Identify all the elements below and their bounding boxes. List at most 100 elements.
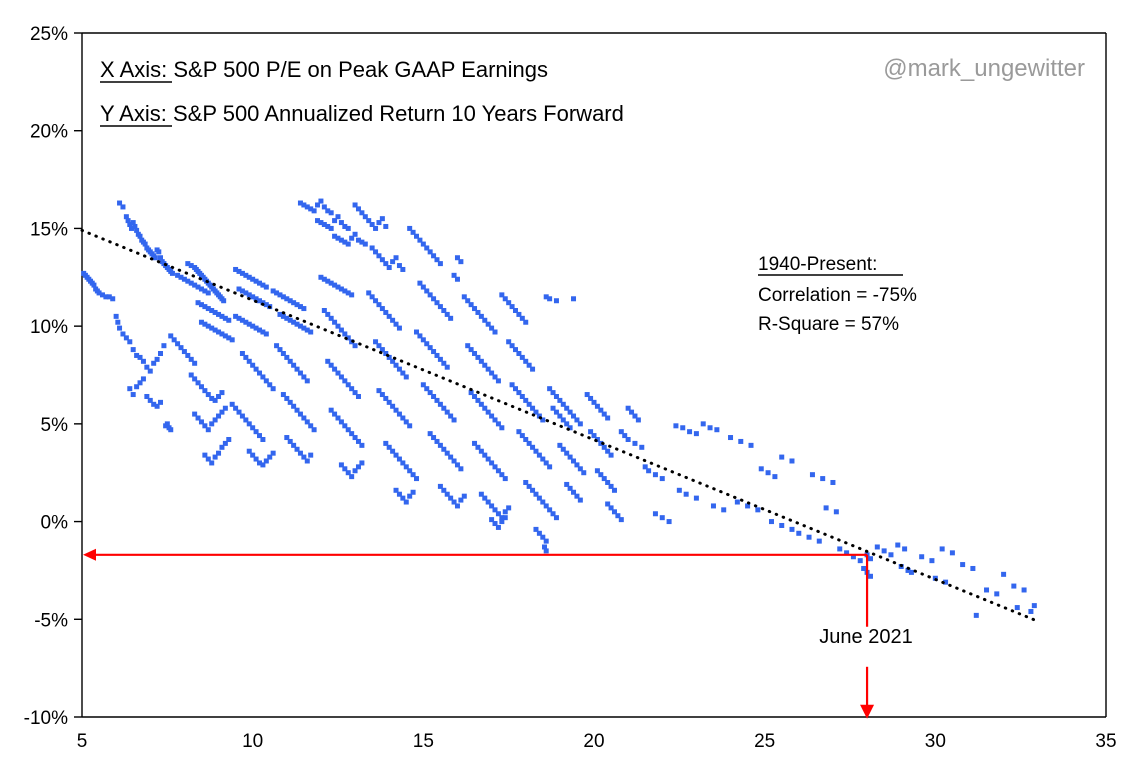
scatter-point — [567, 409, 573, 415]
scatter-point — [219, 331, 225, 337]
scatter-point — [908, 569, 914, 575]
scatter-point — [383, 261, 389, 267]
scatter-point — [427, 431, 433, 437]
scatter-point — [379, 257, 385, 263]
scatter-point — [386, 313, 392, 319]
scatter-point — [304, 204, 310, 210]
scatter-point — [294, 407, 300, 413]
scatter-point — [308, 206, 314, 212]
scatter-point — [345, 290, 351, 296]
scatter-point — [256, 460, 262, 466]
scatter-point — [431, 393, 437, 399]
scatter-point — [297, 450, 303, 456]
stats-annotation: 1940-Present: Correlation = -75% R-Squar… — [758, 254, 917, 335]
scatter-point — [226, 335, 232, 341]
scatter-point — [407, 225, 413, 231]
scatter-point — [202, 304, 208, 310]
scatter-point — [345, 241, 351, 247]
scatter-point — [280, 392, 286, 398]
scatter-point — [342, 423, 348, 429]
scatter-point — [547, 507, 553, 513]
scatter-point — [352, 468, 358, 474]
scatter-point — [127, 339, 133, 345]
scatter-point — [745, 503, 751, 509]
scatter-point — [376, 220, 382, 226]
scatter-point — [400, 370, 406, 376]
scatter-point — [134, 384, 140, 390]
scatter-point — [444, 311, 450, 317]
scatter-point — [308, 423, 314, 429]
scatter-point — [342, 466, 348, 472]
scatter-point — [328, 315, 334, 321]
scatter-point — [301, 306, 307, 312]
scatter-point — [451, 417, 457, 423]
scatter-point — [325, 311, 331, 317]
scatter-point — [400, 495, 406, 501]
scatter-point — [499, 515, 505, 521]
scatter-point — [373, 339, 379, 345]
scatter-point — [338, 327, 344, 333]
scatter-point — [437, 483, 443, 489]
scatter-point — [236, 315, 242, 321]
scatter-point — [598, 407, 604, 413]
scatter-point — [198, 384, 204, 390]
scatter-point — [342, 239, 348, 245]
x-axis-tick-labels: 5 10 15 20 25 30 35 — [77, 731, 1117, 752]
scatter-point — [304, 458, 310, 464]
scatter-point — [673, 423, 679, 429]
scatter-point — [437, 401, 443, 407]
scatter-point — [919, 554, 925, 560]
scatter-point — [516, 351, 522, 357]
scatter-point — [325, 278, 331, 284]
scatter-point — [414, 233, 420, 239]
scatter-point — [195, 300, 201, 306]
scatter-point — [502, 476, 508, 482]
scatter-point — [543, 538, 549, 544]
scatter-point — [567, 454, 573, 460]
scatter-point — [390, 448, 396, 454]
scatter-point — [321, 276, 327, 282]
scatter-point — [492, 521, 498, 527]
scatter-point — [444, 450, 450, 456]
scatter-point — [120, 204, 126, 210]
scatter-point — [396, 411, 402, 417]
scatter-point — [960, 562, 966, 568]
scatter-point — [557, 413, 563, 419]
scatter-point — [540, 499, 546, 505]
scatter-point — [120, 331, 126, 337]
scatter-point — [263, 331, 269, 337]
scatter-point — [325, 223, 331, 229]
scatter-point — [373, 249, 379, 255]
scatter-point — [680, 425, 686, 431]
scatter-point — [287, 438, 293, 444]
scatter-point — [359, 239, 365, 245]
scatter-point — [342, 288, 348, 294]
scatter-point — [475, 354, 481, 360]
scatter-point — [284, 296, 290, 302]
scatter-point — [253, 278, 259, 284]
scatter-point — [156, 249, 162, 255]
scatter-point — [984, 587, 990, 593]
scatter-point — [495, 421, 501, 427]
scatter-point — [512, 308, 518, 314]
scatter-point — [373, 225, 379, 231]
y-tick-label: 15% — [30, 219, 68, 240]
scatter-point — [349, 292, 355, 298]
scatter-point — [789, 458, 795, 464]
scatter-point — [236, 409, 242, 415]
scatter-point — [163, 423, 169, 429]
scatter-point — [581, 470, 587, 476]
scatter-point — [219, 313, 225, 319]
scatter-point — [809, 472, 815, 478]
scatter-point — [147, 397, 153, 403]
scatter-point — [605, 479, 611, 485]
scatter-point — [130, 220, 136, 226]
scatter-point — [547, 386, 553, 392]
scatter-point — [523, 319, 529, 325]
scatter-point — [256, 433, 262, 439]
scatter-point — [291, 362, 297, 368]
scatter-point — [659, 476, 665, 482]
scatter-points-group — [81, 198, 1037, 618]
scatter-point — [547, 464, 553, 470]
